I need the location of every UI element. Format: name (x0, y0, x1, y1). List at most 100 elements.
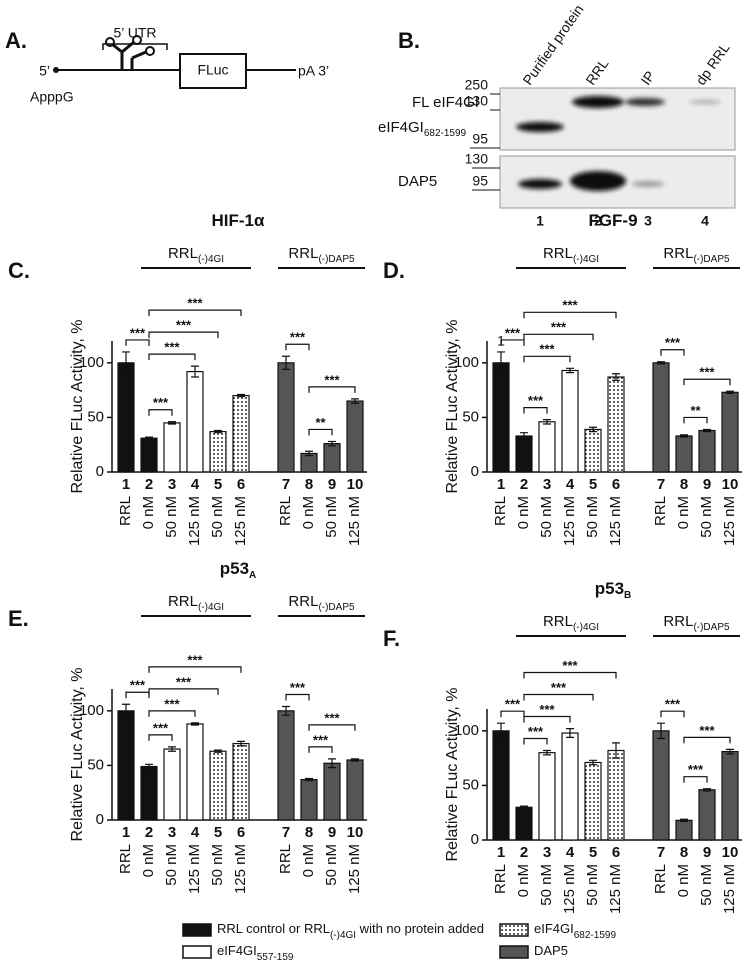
lane-label: RRL (582, 56, 611, 88)
x-tick-label: 125 nM (721, 496, 738, 546)
legend-label: eIF4GI682-1599 (534, 921, 616, 940)
marker: 95 (472, 173, 488, 189)
x-tick-label: 125 nM (561, 496, 578, 546)
row-label: eIF4GI682-1599 (378, 119, 467, 139)
chart-title: p53A (220, 559, 257, 580)
bar-number: 9 (328, 476, 336, 493)
error-bar (145, 436, 153, 440)
significance-label: *** (324, 710, 340, 725)
error-bar (612, 373, 620, 381)
significance-bracket (523, 355, 571, 363)
x-tick-label: 50 nM (698, 496, 715, 538)
row-label-sub: 682-1599 (424, 128, 467, 139)
bar (346, 400, 364, 473)
x-tick-label: 50 nM (163, 496, 180, 538)
x-tick-label: RRL (277, 844, 294, 874)
significance-label: *** (176, 318, 192, 333)
x-tick-label: RRL (492, 864, 509, 894)
bar (163, 748, 181, 821)
significance-label: *** (324, 372, 340, 387)
significance-bracket (148, 734, 173, 741)
error-bar (657, 722, 665, 740)
bar-number: 4 (191, 824, 200, 841)
x-tick-label: 0 nM (140, 844, 157, 877)
error-bar (351, 758, 359, 762)
legend-label-part: DAP5 (534, 943, 568, 958)
bar (561, 732, 579, 841)
x-tick-label: 125 nM (721, 864, 738, 914)
significance-label: *** (153, 720, 169, 735)
lane-label: dp RRL (692, 40, 732, 88)
error-bar (351, 398, 359, 404)
bar-number: 2 (145, 824, 153, 841)
error-bar (328, 758, 336, 769)
legend-swatch (499, 945, 529, 959)
lane-number: 4 (701, 213, 709, 229)
bar (300, 452, 318, 473)
error-bar (305, 450, 313, 457)
bar-number: 7 (282, 824, 290, 841)
bar (492, 730, 510, 841)
lane-label: IP (637, 68, 658, 88)
bar-number: 10 (722, 844, 739, 861)
bar-number: 8 (680, 844, 688, 861)
bar (652, 362, 670, 473)
significance-bracket (523, 671, 617, 679)
significance-label: *** (187, 296, 203, 311)
bar (584, 761, 602, 841)
bar (675, 435, 693, 473)
x-tick-label: 125 nM (232, 496, 249, 546)
x-tick-label: 0 nM (675, 496, 692, 529)
y-axis-label: Relative FLuc Activity, % (69, 668, 86, 842)
bar (721, 391, 739, 473)
significance-label: *** (562, 298, 578, 313)
error-bar (703, 788, 711, 792)
bar (323, 762, 341, 821)
x-tick-label: RRL (117, 496, 134, 526)
bar (652, 730, 670, 841)
chart-title: HIF-1α (212, 211, 266, 230)
x-tick-label: 50 nM (584, 496, 601, 538)
error-bar (122, 703, 130, 718)
y-tick-label: 0 (471, 463, 479, 480)
significance-bracket (125, 339, 150, 346)
bar-number: 7 (657, 844, 665, 861)
significance-label: *** (562, 658, 578, 673)
bar (515, 435, 533, 473)
significance-bracket (683, 736, 731, 744)
significance-label: *** (290, 330, 306, 345)
error-bar (191, 365, 199, 378)
group-label: RRL(-)4GI (543, 613, 599, 633)
bar-number: 6 (237, 824, 245, 841)
bar-number: 1 (497, 476, 505, 493)
significance-bracket (683, 776, 708, 783)
lane-number: 1 (536, 213, 544, 229)
bar-number: 3 (168, 476, 176, 493)
error-bar (497, 722, 505, 740)
significance-bracket (148, 409, 173, 416)
bar (140, 437, 158, 473)
legend-label: eIF4GI557-159 (217, 943, 294, 962)
x-tick-label: 50 nM (209, 844, 226, 886)
x-tick-label: 125 nM (232, 844, 249, 894)
x-tick-label: 50 nM (584, 864, 601, 906)
bar-number: 1 (122, 476, 130, 493)
x-tick-label: RRL (117, 844, 134, 874)
blot (499, 87, 736, 151)
x-tick-label: 125 nM (186, 496, 203, 546)
bar (561, 369, 579, 473)
bar-number: 2 (520, 844, 528, 861)
bar-number: 4 (191, 476, 200, 493)
significance-bracket (148, 331, 219, 339)
significance-label: *** (699, 365, 715, 380)
group-label: RRL(-)DAP5 (663, 245, 730, 265)
group-label-part: RRL (543, 245, 573, 262)
row-label: FL eIF4GI (412, 94, 479, 111)
x-tick-label: 125 nM (561, 864, 578, 914)
panel-letter: D. (383, 258, 405, 283)
lane-number: 2 (594, 213, 602, 229)
chart-title-part: FGF-9 (588, 211, 637, 230)
significance-label: *** (313, 732, 329, 747)
significance-label: *** (505, 325, 521, 340)
significance-label: *** (153, 395, 169, 410)
